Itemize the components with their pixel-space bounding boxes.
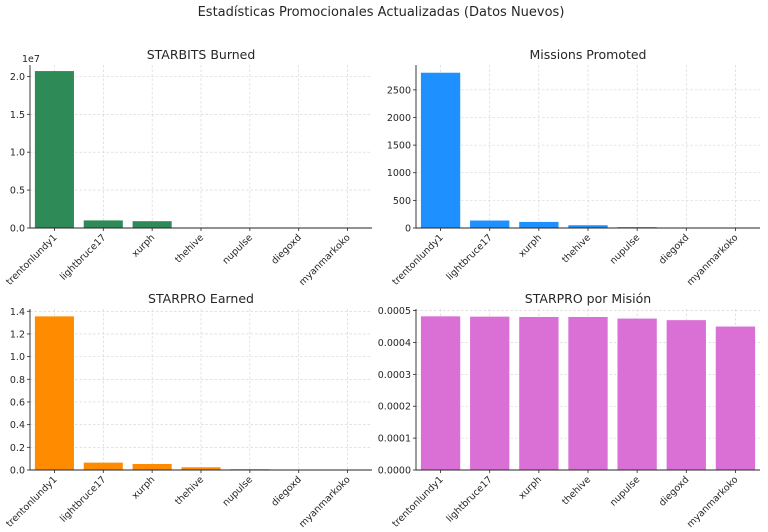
bar-diegoxd: [666, 320, 706, 470]
bar-thehive: [568, 225, 608, 228]
y-tick-label: 0.6: [10, 397, 25, 408]
subplot-title: STARPRO Earned: [148, 291, 254, 306]
y-tick-label: 1.4: [10, 307, 25, 318]
y-tick-label: 0.5: [10, 186, 25, 197]
x-tick-label: lightbruce17: [58, 474, 108, 524]
y-tick-label: 0.0: [10, 466, 25, 477]
x-tick-label: diegoxd: [269, 232, 303, 266]
bar-xurph: [519, 221, 559, 228]
x-tick-label: myanmarkoko: [685, 232, 741, 288]
x-tick-label: thehive: [173, 232, 206, 265]
x-tick-label: nupulse: [608, 474, 642, 508]
x-tick-label: thehive: [560, 474, 593, 507]
axis-offset-label: 1e7: [22, 54, 40, 65]
bar-lightbruce17: [83, 462, 123, 470]
bar-thehive: [181, 467, 221, 470]
subplots: STARBITS Burned 0.0 0.5 1.0 1.5 2.0 trentonlun…: [4, 47, 760, 530]
x-tick-label: thehive: [560, 232, 593, 265]
bar-trentonlundy1: [420, 316, 461, 470]
bar-trentonlundy1: [420, 72, 461, 228]
y-tick-label: 0: [405, 224, 411, 235]
bar-myanmarkoko: [715, 326, 756, 470]
y-tick-label: 0.4: [10, 420, 25, 431]
subplot-4: STARPRO por Misión 0.0000 0.0001 0.0002 0.00…: [378, 291, 760, 530]
subplot-title: STARBITS Burned: [147, 47, 256, 62]
bar-xurph: [519, 316, 559, 470]
x-tick-label: myanmarkoko: [297, 474, 353, 530]
y-tick-label: 0.0001: [378, 434, 411, 445]
bar-xurph: [132, 463, 172, 470]
y-tick-label: 1500: [387, 141, 411, 152]
y-tick-label: 0.2: [10, 443, 25, 454]
bar-lightbruce17: [470, 316, 510, 470]
x-tick-label: trentonlundy1: [390, 232, 445, 287]
x-tick-label: lightbruce17: [445, 474, 495, 524]
x-tick-label: xurph: [130, 232, 157, 259]
bar-lightbruce17: [470, 220, 510, 228]
y-tick-label: 0.0002: [378, 402, 411, 413]
x-tick-label: lightbruce17: [58, 232, 108, 282]
subplot-title: Missions Promoted: [530, 47, 647, 62]
x-tick-label: diegoxd: [657, 232, 691, 266]
x-tick-label: xurph: [517, 232, 544, 259]
y-tick-label: 0.0: [10, 224, 25, 235]
y-tick-label: 1.5: [10, 110, 25, 121]
y-tick-label: 2500: [387, 85, 411, 96]
subplot-1: STARBITS Burned 0.0 0.5 1.0 1.5 2.0 trentonlun…: [4, 47, 372, 288]
axes-spines: [29, 65, 372, 229]
subplot-2: Missions Promoted 0 500 1000 1500 2000 2500 tre…: [387, 47, 760, 288]
y-tick-label: 2000: [387, 113, 411, 124]
axes-spines: [415, 65, 760, 229]
bar-trentonlundy1: [34, 316, 74, 470]
y-tick-label: 1.0: [10, 148, 25, 159]
x-tick-label: xurph: [517, 474, 544, 501]
x-tick-label: nupulse: [221, 232, 255, 266]
axes-spines: [29, 309, 372, 471]
figure-title: Estadísticas Promocionales Actualizadas …: [198, 5, 565, 20]
x-tick-label: thehive: [173, 474, 206, 507]
y-tick-label: 0.8: [10, 375, 25, 386]
x-tick-label: nupulse: [608, 232, 642, 266]
bar-nupulse: [617, 318, 657, 470]
subplot-title: STARPRO por Misión: [525, 291, 651, 306]
y-tick-label: 1000: [387, 168, 411, 179]
x-tick-label: trentonlundy1: [4, 474, 59, 529]
y-tick-label: 1.2: [10, 329, 25, 340]
x-tick-label: xurph: [130, 474, 157, 501]
x-tick-label: myanmarkoko: [685, 474, 741, 530]
x-tick-label: myanmarkoko: [297, 232, 353, 288]
y-tick-label: 0.0003: [378, 370, 411, 381]
bar-xurph: [132, 221, 172, 228]
y-tick-label: 0.0005: [378, 306, 411, 317]
bar-thehive: [568, 316, 608, 470]
y-tick-label: 500: [393, 196, 411, 207]
bar-lightbruce17: [83, 220, 123, 228]
subplot-3: STARPRO Earned 0.0 0.2 0.4 0.6 0.8 1.0 1.2 1.4 tr…: [4, 291, 372, 530]
y-tick-label: 1.0: [10, 352, 25, 363]
x-tick-label: diegoxd: [269, 474, 303, 508]
x-tick-label: trentonlundy1: [4, 232, 59, 287]
x-tick-label: diegoxd: [657, 474, 691, 508]
axes-spines: [415, 309, 760, 471]
bar-trentonlundy1: [34, 71, 74, 228]
x-tick-label: trentonlundy1: [390, 474, 445, 529]
y-tick-label: 0.0004: [378, 338, 411, 349]
x-tick-label: lightbruce17: [445, 232, 495, 282]
y-tick-label: 2.0: [10, 72, 25, 83]
x-tick-label: nupulse: [221, 474, 255, 508]
y-tick-label: 0.0000: [378, 466, 411, 477]
